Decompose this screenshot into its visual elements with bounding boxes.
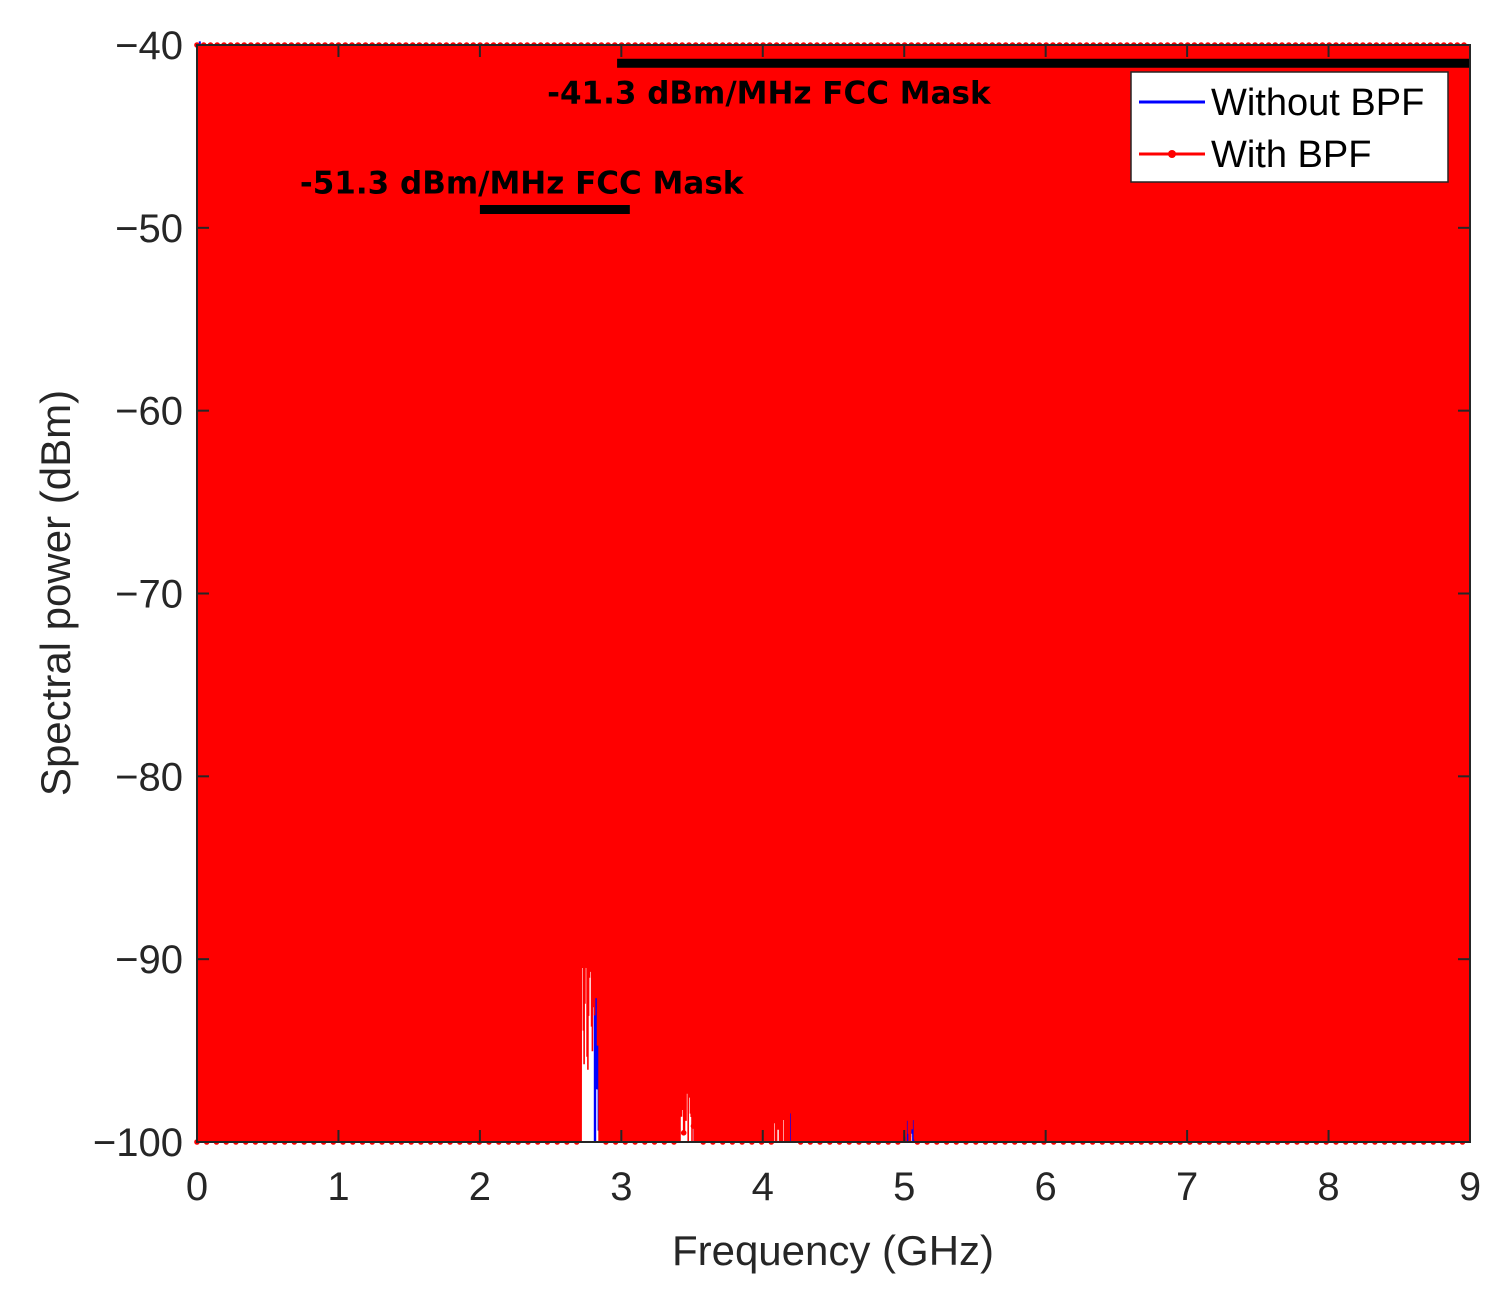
y-axis-title: Spectral power (dBm) (32, 390, 79, 796)
x-tick-label: 7 (1176, 1165, 1198, 1209)
x-tick-label: 2 (469, 1165, 491, 1209)
fcc-mask-label: -51.3 dBm/MHz FCC Mask (300, 166, 745, 202)
x-tick-label: 0 (186, 1165, 208, 1209)
x-tick-label: 6 (1035, 1165, 1057, 1209)
series-marker-dot (877, 554, 883, 560)
y-tick-label: −70 (115, 573, 183, 617)
series-marker-dot (690, 1123, 697, 1129)
series-marker-dot (904, 471, 910, 478)
x-tick-label: 4 (752, 1165, 774, 1209)
series-layer (194, 41, 1471, 1145)
x-tick-label: 5 (893, 1165, 915, 1209)
legend-marker-dot (1168, 150, 1176, 158)
series-marker-dot (587, 321, 593, 328)
series-marker-dot (685, 407, 691, 414)
axes: 0 1 2 3 4 5 6 7 8 9 −40 −50 −60 −70 −80 −90 −100 (93, 24, 1481, 1209)
x-tick-label: 9 (1459, 1165, 1481, 1209)
series-with-bpf (194, 42, 1471, 1145)
legend: Without BPF With BPF (1130, 71, 1449, 183)
y-tick-label: −100 (93, 1121, 183, 1165)
series-trace (196, 44, 1471, 1143)
series-marker-dot (788, 1106, 794, 1112)
fcc-mask-label: -41.3 dBm/MHz FCC Mask (547, 75, 992, 111)
x-tick-label: 3 (610, 1165, 632, 1209)
y-tick-label: −40 (115, 24, 183, 68)
legend-box (1130, 71, 1449, 183)
series-marker-dot (593, 992, 599, 999)
x-tick-label: 1 (327, 1165, 349, 1209)
legend-label: With BPF (1211, 134, 1371, 176)
legend-label: Without BPF (1211, 82, 1424, 124)
series-marker-dot (904, 1112, 911, 1118)
fcc-mask-layer: -41.3 dBm/MHz FCC Mask -51.3 dBm/MHz FCC … (300, 58, 1470, 215)
series-marker-dot (779, 462, 786, 469)
series-marker-dot (778, 1113, 784, 1119)
x-axis-title: Frequency (GHz) (672, 1227, 994, 1274)
y-tick-label: −80 (115, 755, 183, 799)
y-tick-label: −90 (115, 938, 183, 982)
y-tick-label: −50 (115, 207, 183, 251)
y-tick-label: −60 (115, 390, 183, 434)
x-tick-label: 8 (1317, 1165, 1339, 1209)
series-marker-dot (583, 962, 590, 968)
series-marker-dot (680, 1130, 687, 1136)
